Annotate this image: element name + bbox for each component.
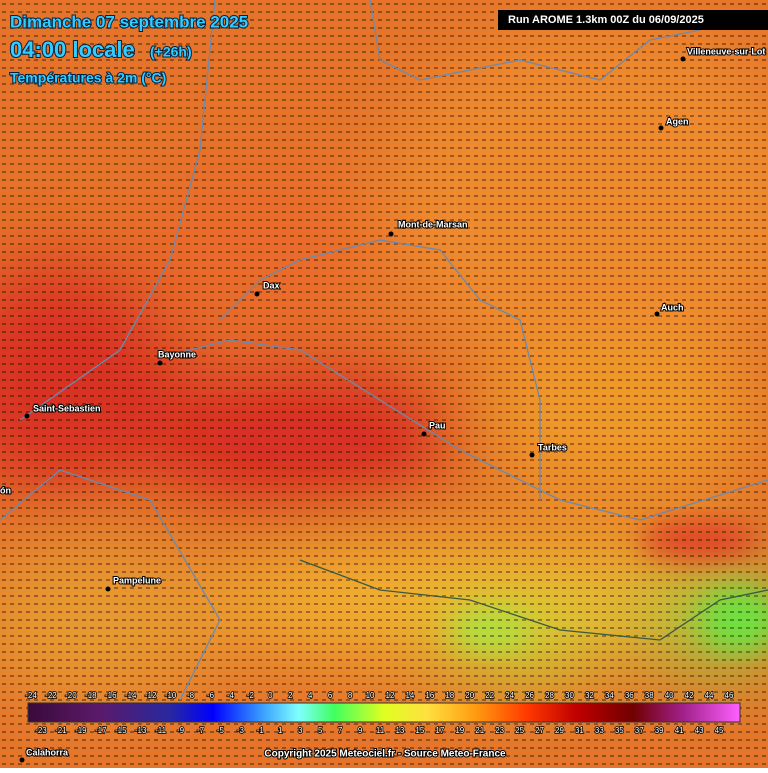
legend-label: 22 bbox=[485, 691, 494, 700]
city-label: Pampelune bbox=[113, 575, 161, 585]
legend-label: 24 bbox=[505, 691, 514, 700]
legend-label: 3 bbox=[298, 726, 303, 735]
legend-label: -18 bbox=[85, 691, 97, 700]
legend-label: 2 bbox=[288, 691, 293, 700]
legend-label: 1 bbox=[278, 726, 283, 735]
city-label: Calahorra bbox=[26, 747, 69, 757]
time: 04:00 locale bbox=[10, 37, 135, 62]
legend-label: 31 bbox=[575, 726, 584, 735]
legend-label: -2 bbox=[247, 691, 255, 700]
legend-label: 28 bbox=[545, 691, 554, 700]
legend-label: 27 bbox=[535, 726, 544, 735]
legend-label: 43 bbox=[695, 726, 704, 735]
parameter: Températures à 2m (°C) bbox=[10, 70, 166, 86]
legend-label: -10 bbox=[165, 691, 177, 700]
legend-label: 5 bbox=[318, 726, 323, 735]
legend-label: 41 bbox=[675, 726, 684, 735]
legend-label: 45 bbox=[715, 726, 724, 735]
legend-label: 16 bbox=[425, 691, 434, 700]
legend-label: 33 bbox=[595, 726, 604, 735]
legend-label: 17 bbox=[435, 726, 444, 735]
legend-label: -5 bbox=[217, 726, 225, 735]
legend-label: -11 bbox=[155, 726, 167, 735]
legend-label: 4 bbox=[308, 691, 313, 700]
legend: -24 -22 -20 -18 -16 -14 -12 -10 -8 -6 -4 -2 0 2 4 6 8 10 1… bbox=[24, 690, 734, 736]
legend-label: -3 bbox=[237, 726, 245, 735]
legend-label: -17 bbox=[95, 726, 107, 735]
color-bar bbox=[27, 702, 741, 723]
legend-label: -6 bbox=[207, 691, 215, 700]
legend-label: 37 bbox=[635, 726, 644, 735]
legend-label: 19 bbox=[455, 726, 464, 735]
legend-label: 25 bbox=[515, 726, 524, 735]
legend-label: 44 bbox=[705, 691, 714, 700]
date: Dimanche 07 septembre 2025 bbox=[10, 12, 248, 31]
legend-label: 12 bbox=[386, 691, 395, 700]
legend-label: 35 bbox=[615, 726, 624, 735]
city-markers bbox=[19, 56, 686, 763]
legend-label: 38 bbox=[645, 691, 654, 700]
legend-label: 39 bbox=[655, 726, 664, 735]
legend-label: 20 bbox=[465, 691, 474, 700]
legend-label: -19 bbox=[75, 726, 87, 735]
legend-label: 14 bbox=[405, 691, 414, 700]
legend-label: 26 bbox=[525, 691, 534, 700]
city-label: Saint-Sebastien bbox=[33, 403, 101, 413]
city-label: Bayonne bbox=[158, 349, 196, 359]
legend-label: -4 bbox=[227, 691, 235, 700]
borders bbox=[0, 0, 768, 701]
legend-label: 10 bbox=[366, 691, 375, 700]
legend-label: 40 bbox=[665, 691, 674, 700]
legend-label: -12 bbox=[145, 691, 157, 700]
legend-label: 21 bbox=[475, 726, 484, 735]
legend-label: -24 bbox=[25, 691, 37, 700]
legend-label: 0 bbox=[268, 691, 273, 700]
city-label: Agen bbox=[666, 116, 689, 126]
legend-label: 6 bbox=[328, 691, 333, 700]
city-label: Dax bbox=[263, 280, 280, 290]
legend-label: -23 bbox=[35, 726, 47, 735]
legend-label: 46 bbox=[725, 691, 734, 700]
legend-label: 9 bbox=[358, 726, 363, 735]
legend-label: 29 bbox=[555, 726, 564, 735]
legend-label: 7 bbox=[338, 726, 343, 735]
run-box bbox=[498, 10, 768, 30]
legend-label: 11 bbox=[376, 726, 385, 735]
city-label: Tarbes bbox=[538, 442, 567, 452]
offset: (+26h) bbox=[150, 44, 192, 60]
legend-label: -1 bbox=[257, 726, 265, 735]
legend-label: 36 bbox=[625, 691, 634, 700]
legend-label: -15 bbox=[115, 726, 127, 735]
legend-label: 34 bbox=[605, 691, 614, 700]
legend-label: -7 bbox=[197, 726, 205, 735]
legend-label: -21 bbox=[55, 726, 67, 735]
city-label: Auch bbox=[661, 302, 684, 312]
city-label: ón bbox=[0, 485, 11, 495]
legend-label: 32 bbox=[585, 691, 594, 700]
legend-label: 15 bbox=[415, 726, 424, 735]
legend-label: -8 bbox=[187, 691, 195, 700]
legend-label: -20 bbox=[65, 691, 77, 700]
legend-label: 30 bbox=[565, 691, 574, 700]
city-label: Pau bbox=[429, 420, 446, 430]
legend-label: 13 bbox=[395, 726, 404, 735]
city-label: Mont-de-Marsan bbox=[398, 219, 468, 229]
legend-label: -13 bbox=[135, 726, 147, 735]
legend-label: -16 bbox=[105, 691, 117, 700]
legend-label: -14 bbox=[125, 691, 137, 700]
city-label: Villeneuve-sur-Lot bbox=[687, 46, 765, 56]
legend-label: 18 bbox=[445, 691, 454, 700]
legend-label: -22 bbox=[45, 691, 57, 700]
legend-label: 42 bbox=[685, 691, 694, 700]
legend-label: 23 bbox=[495, 726, 504, 735]
legend-label: 8 bbox=[348, 691, 353, 700]
run: Run AROME 1.3km 00Z du 06/09/2025 bbox=[508, 14, 704, 26]
legend-label: -9 bbox=[177, 726, 185, 735]
copyright: Copyright 2025 Meteociel.fr - Source Met… bbox=[264, 749, 506, 760]
